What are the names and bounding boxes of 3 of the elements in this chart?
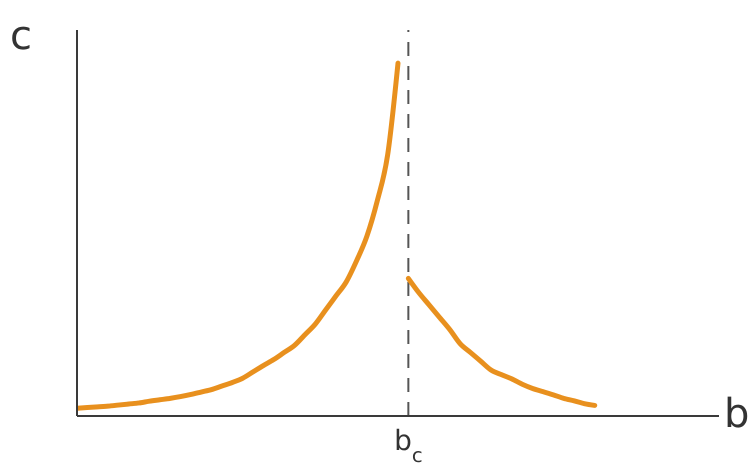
y-axis-title: c bbox=[10, 13, 32, 59]
x-axis-title: b bbox=[724, 391, 750, 437]
text: b$_{c}$ bbox=[394, 424, 423, 466]
